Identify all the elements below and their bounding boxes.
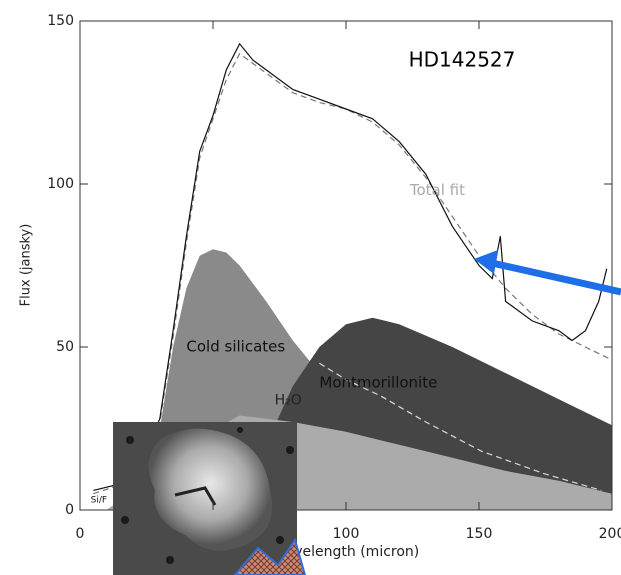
x-tick-label: 100 <box>333 526 360 542</box>
x-tick-label: 200 <box>599 526 621 542</box>
annotation: Total fit <box>409 181 465 199</box>
annotation: Si/F <box>91 496 107 506</box>
dashed-line <box>93 52 613 495</box>
arrow <box>474 250 621 296</box>
x-axis-label: Wavelength (micron) <box>273 544 420 560</box>
title-box <box>380 36 544 86</box>
x-tick-label: 150 <box>466 526 493 542</box>
line <box>93 42 608 491</box>
x-tick-label: 0 <box>76 526 85 542</box>
dashed-line <box>319 362 602 491</box>
annotation: Cold silicates <box>186 338 285 356</box>
y-axis-label: Flux (jansky) <box>19 224 34 307</box>
chart-title: HD142527 <box>409 48 516 72</box>
y-tick-label: 0 <box>65 502 74 518</box>
annotation: Montmorillonite <box>319 373 437 391</box>
y-tick-label: 50 <box>56 339 74 355</box>
y-tick-label: 150 <box>47 13 74 29</box>
y-tick-label: 100 <box>47 176 74 192</box>
series-label: H₂O <box>275 392 302 408</box>
dust-grain-photo <box>113 422 307 575</box>
